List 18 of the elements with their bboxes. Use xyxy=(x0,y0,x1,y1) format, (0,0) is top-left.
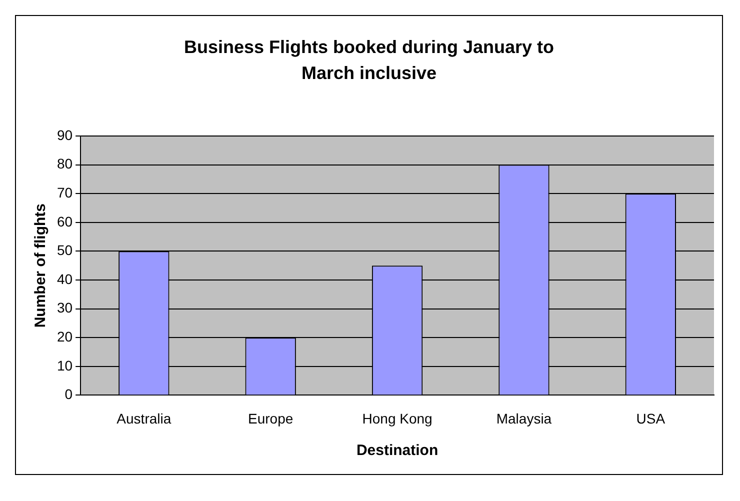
x-tick-label: Hong Kong xyxy=(362,410,432,426)
y-tick-label: 70 xyxy=(56,184,73,200)
y-tick-label: 30 xyxy=(56,300,73,316)
y-tick-label: 60 xyxy=(56,213,73,230)
y-tick-label: 40 xyxy=(56,270,73,287)
x-tick-label: Australia xyxy=(116,410,172,426)
y-tick-label: 50 xyxy=(56,242,73,258)
x-axis-title: Destination xyxy=(356,442,438,460)
y-tick-label: 10 xyxy=(56,357,73,374)
y-tick-label: 90 xyxy=(56,126,73,143)
x-tick-label: Europe xyxy=(248,410,294,426)
y-axis-title: Number of flights xyxy=(32,204,50,328)
y-tick-label: 20 xyxy=(56,328,73,344)
x-tick-label: Malaysia xyxy=(496,410,552,426)
x-tick-label: USA xyxy=(636,410,666,426)
y-tick-label: 0 xyxy=(64,386,73,402)
y-tick-label: 80 xyxy=(56,156,73,172)
chart-title: Business Flights booked during January to March inclusive xyxy=(182,36,556,85)
